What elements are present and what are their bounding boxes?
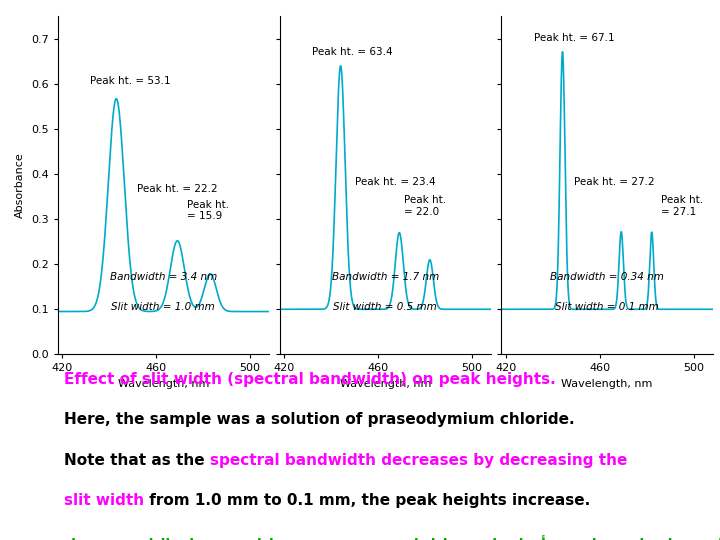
Text: Peak ht. = 67.1: Peak ht. = 67.1 <box>534 33 615 43</box>
Text: Peak ht. = 27.2: Peak ht. = 27.2 <box>575 177 655 187</box>
Text: Note that as the: Note that as the <box>64 453 210 468</box>
X-axis label: Wavelength, nm: Wavelength, nm <box>117 379 209 389</box>
X-axis label: Wavelength, nm: Wavelength, nm <box>562 379 653 389</box>
Text: Peak ht.
= 15.9: Peak ht. = 15.9 <box>186 199 229 221</box>
Text: Bandwidth = 0.34 nm: Bandwidth = 0.34 nm <box>550 272 664 282</box>
Text: Peak ht. = 63.4: Peak ht. = 63.4 <box>312 46 393 57</box>
Text: Peak ht. = 22.2: Peak ht. = 22.2 <box>138 184 218 194</box>
Text: Slit width = 1.0 mm: Slit width = 1.0 mm <box>112 302 215 313</box>
Y-axis label: Absorbance: Absorbance <box>15 152 25 218</box>
Text: Slit width = 0.1 mm: Slit width = 0.1 mm <box>555 302 659 313</box>
Text: Effect of slit width (spectral bandwidth) on peak heights.: Effect of slit width (spectral bandwidth… <box>64 372 556 387</box>
Text: Peak ht. = 23.4: Peak ht. = 23.4 <box>355 177 436 187</box>
Text: Here, the sample was a solution of praseodymium chloride.: Here, the sample was a solution of prase… <box>64 413 575 427</box>
Text: Peak ht.
= 27.1: Peak ht. = 27.1 <box>661 195 703 217</box>
X-axis label: Wavelength, nm: Wavelength, nm <box>340 379 431 389</box>
Text: لتحسين الاشارة يتم التضييق تدريجيا للحصول على أحسن امتصاص اي ثبات للاشارة قبل ال: لتحسين الاشارة يتم التضييق تدريجيا للحصو… <box>64 536 720 540</box>
Text: Peak ht.
= 22.0: Peak ht. = 22.0 <box>404 195 446 217</box>
Text: Slit width = 0.5 mm: Slit width = 0.5 mm <box>333 302 437 313</box>
Text: spectral bandwidth decreases by decreasing the: spectral bandwidth decreases by decreasi… <box>210 453 627 468</box>
Text: Bandwidth = 1.7 nm: Bandwidth = 1.7 nm <box>332 272 438 282</box>
Text: from 1.0 mm to 0.1 mm, the peak heights increase.: from 1.0 mm to 0.1 mm, the peak heights … <box>144 494 590 509</box>
Text: Peak ht. = 53.1: Peak ht. = 53.1 <box>91 76 171 86</box>
Text: slit width: slit width <box>64 494 144 509</box>
Text: Bandwidth = 3.4 nm: Bandwidth = 3.4 nm <box>109 272 217 282</box>
